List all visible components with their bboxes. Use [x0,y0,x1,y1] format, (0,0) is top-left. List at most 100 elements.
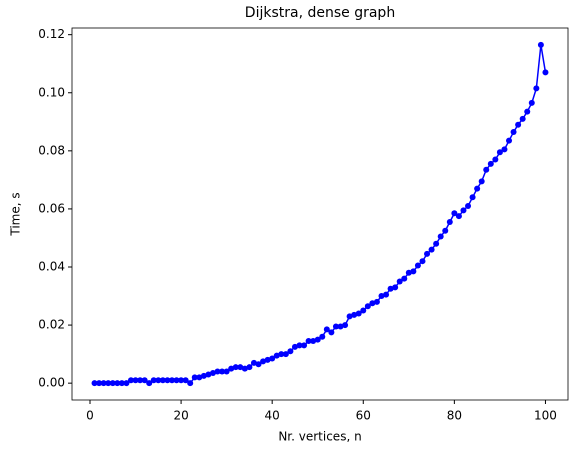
marker [305,338,312,345]
marker [410,268,417,275]
marker [433,240,440,247]
marker [182,377,189,384]
marker [474,185,481,192]
marker [396,278,403,285]
y-tick-label: 0.10 [38,85,65,99]
marker [137,377,144,384]
marker [209,369,216,376]
marker [132,377,139,384]
marker [232,364,239,371]
marker [428,246,435,253]
marker [510,128,517,135]
y-axis-label: Time, s [9,192,23,236]
marker [150,377,157,384]
marker [141,377,148,384]
marker [533,85,540,92]
y-tick-label: 0.02 [38,318,65,332]
y-tick-label: 0.04 [38,259,65,273]
marker [214,368,221,375]
marker [351,311,358,318]
marker [364,303,371,310]
marker [91,380,98,387]
line [94,44,547,385]
marker [219,368,226,375]
marker [506,137,513,144]
marker [228,365,235,372]
marker [146,380,153,387]
marker [319,333,326,340]
marker [405,269,412,276]
marker [310,338,317,345]
x-axis-label: Nr. vertices, n [278,430,361,444]
marker [501,146,508,153]
marker [346,313,353,320]
marker [269,355,276,362]
y-tick-label: 0.12 [38,27,65,41]
x-tick-label: 40 [265,409,280,423]
marker [373,298,380,305]
marker [414,262,421,269]
marker [487,160,494,167]
marker [492,156,499,163]
marker [96,380,103,387]
marker [200,372,207,379]
marker [337,323,344,330]
marker [118,380,125,387]
marker [278,351,285,358]
marker [314,336,321,343]
marker [460,207,467,214]
marker [392,284,399,291]
x-tick-label: 0 [86,409,94,423]
marker [241,365,248,372]
marker [246,364,253,371]
marker [127,377,134,384]
marker [519,115,526,122]
marker [291,343,298,350]
marker [424,250,431,257]
x-tick-label: 20 [173,409,188,423]
marker [159,377,166,384]
marker [455,213,462,220]
marker [296,342,303,349]
marker [524,108,531,115]
marker [273,352,280,359]
marker [437,233,444,240]
marker [260,358,267,365]
marker [109,380,116,387]
marker [387,285,394,292]
marker [114,380,121,387]
marker [250,359,257,366]
chart-title: Dijkstra, dense graph [245,5,395,21]
marker [328,329,335,336]
marker [264,356,271,363]
y-tick-label: 0.00 [38,376,65,390]
marker [442,227,449,234]
marker [369,300,376,307]
marker [168,377,175,384]
marker [401,275,408,282]
marker [255,361,262,368]
x-tick-label: 60 [356,409,371,423]
plot-frame [71,27,569,401]
marker [178,377,185,384]
marker [451,210,458,217]
marker [542,69,549,76]
marker [187,380,194,387]
marker [528,99,535,106]
marker [419,258,426,265]
y-tick-label: 0.06 [38,201,65,215]
marker [164,377,171,384]
marker [155,377,162,384]
marker [515,121,522,128]
marker [342,322,349,329]
marker [105,380,112,387]
marker [237,364,244,371]
marker [478,178,485,185]
marker [123,380,130,387]
x-tick-label: 100 [534,409,557,423]
marker [173,377,180,384]
marker [196,374,203,381]
marker [483,166,490,173]
marker [205,371,212,378]
